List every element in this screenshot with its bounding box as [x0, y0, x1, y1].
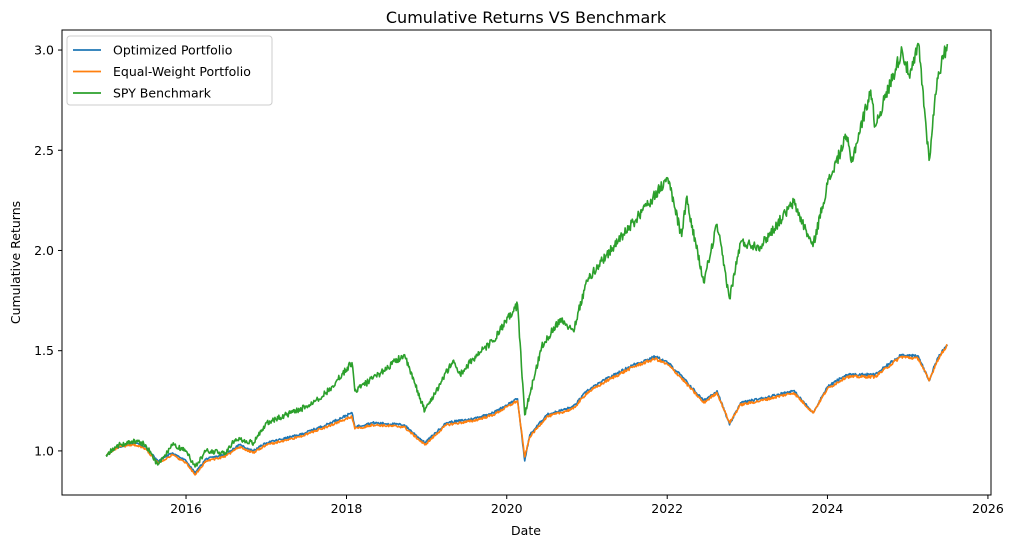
x-tick-label: 2022 — [651, 501, 683, 516]
y-tick-label: 2.0 — [34, 243, 54, 258]
legend-label: Equal-Weight Portfolio — [113, 64, 251, 79]
x-axis-label: Date — [511, 523, 541, 538]
y-axis: 1.0 1.5 2.0 2.5 3.0 — [34, 43, 62, 458]
legend-box — [66, 35, 273, 106]
x-axis: 2016 2018 2020 2022 2024 2026 — [170, 495, 1004, 516]
series-line-spy-benchmark — [105, 42, 949, 468]
legend-label: SPY Benchmark — [113, 86, 212, 101]
x-tick-label: 2016 — [170, 501, 202, 516]
series-line-equal-weight-portfolio — [105, 343, 948, 476]
legend: Optimized Portfolio Equal-Weight Portfoli… — [66, 35, 273, 106]
x-tick-label: 2018 — [331, 501, 363, 516]
x-tick-label: 2024 — [812, 501, 844, 516]
legend-label: Optimized Portfolio — [113, 43, 232, 58]
plot-area: 2016 2018 2020 2022 2024 2026 1.0 1.5 2.0 2.5 3.0 — [34, 29, 1004, 516]
plot-frame — [61, 29, 992, 496]
x-tick-label: 2020 — [491, 501, 523, 516]
y-tick-label: 1.0 — [34, 443, 54, 458]
chart-title: Cumulative Returns VS Benchmark — [386, 8, 667, 27]
y-axis-label: Cumulative Returns — [8, 201, 23, 324]
y-tick-label: 2.5 — [34, 143, 54, 158]
y-tick-label: 1.5 — [34, 343, 54, 358]
x-tick-label: 2026 — [972, 501, 1004, 516]
y-tick-label: 3.0 — [34, 43, 54, 58]
series-layer — [105, 42, 949, 476]
